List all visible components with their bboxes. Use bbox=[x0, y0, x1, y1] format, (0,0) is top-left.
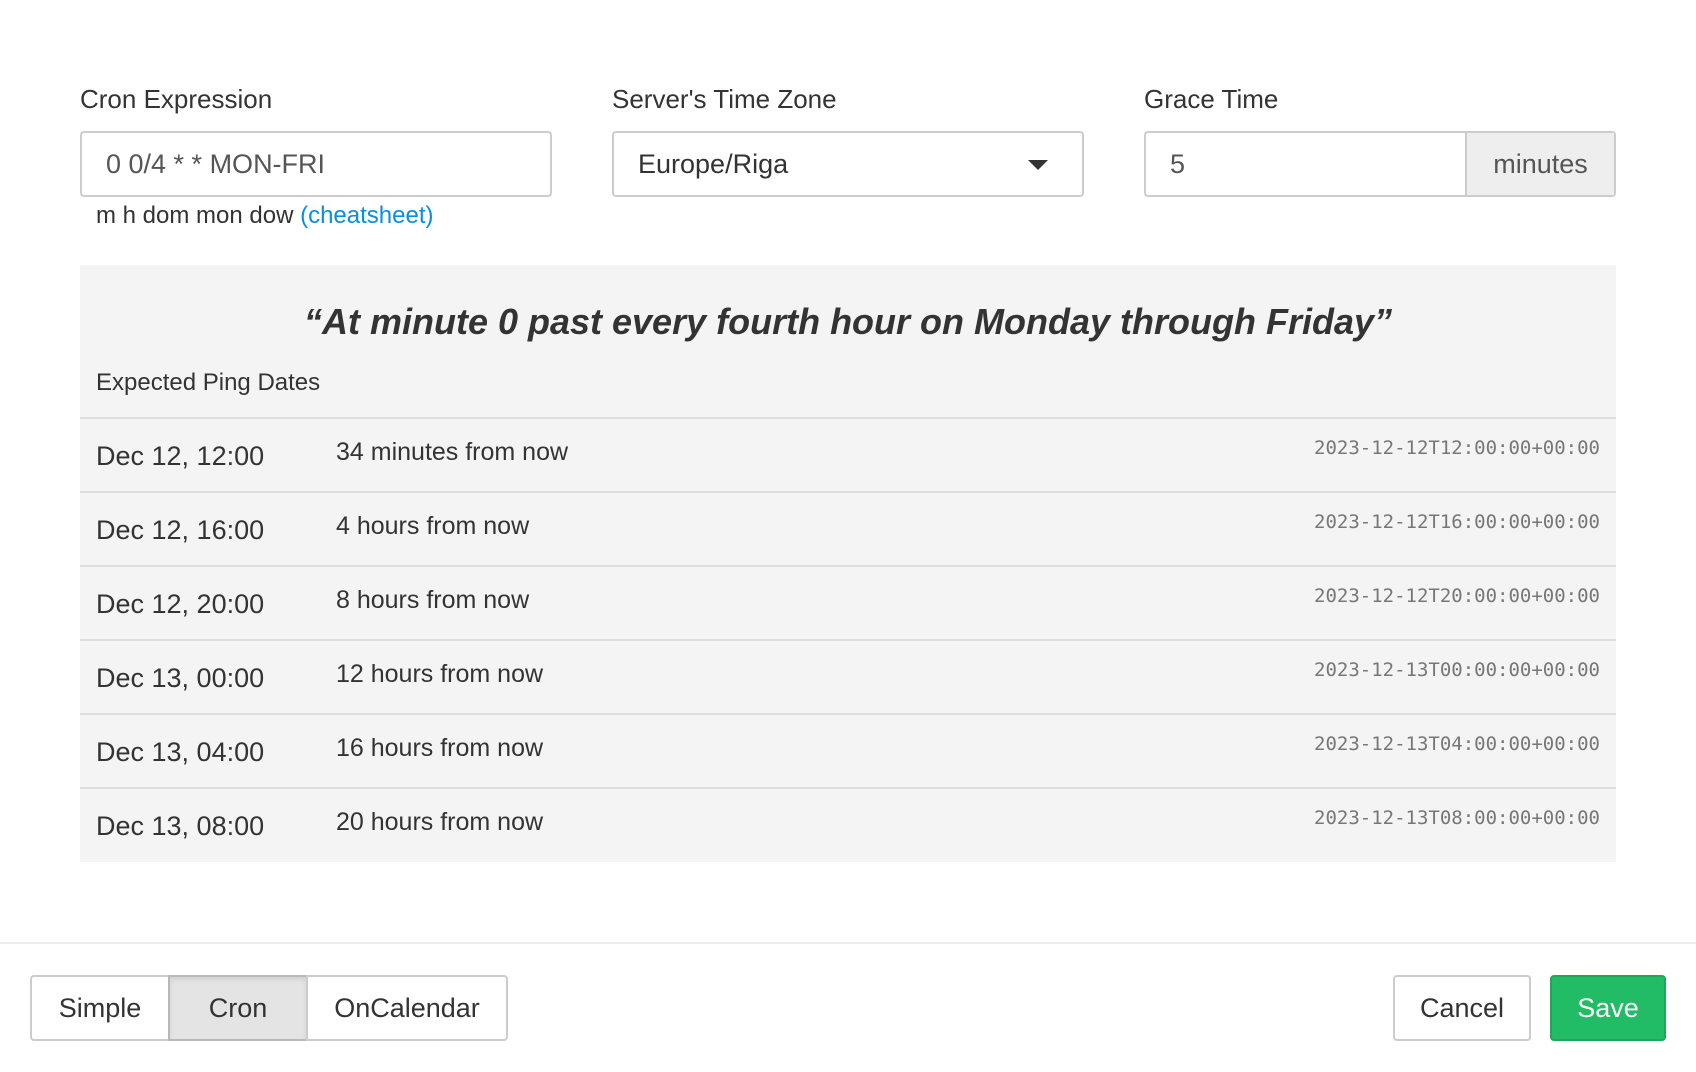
ping-date-row: Dec 12, 12:00 34 minutes from now 2023-12-… bbox=[80, 417, 1616, 491]
cron-expression-input[interactable]: 0 0/4 * * MON-FRI bbox=[80, 131, 552, 197]
cheatsheet-link[interactable]: (cheatsheet) bbox=[300, 202, 434, 229]
grace-time-group: 5 minutes bbox=[1144, 131, 1616, 197]
grace-time-value: 5 bbox=[1170, 148, 1186, 179]
expected-ping-dates-heading: Expected Ping Dates bbox=[96, 369, 321, 396]
time-zone-select[interactable]: Europe/Riga bbox=[612, 131, 1084, 197]
time-zone-value: Europe/Riga bbox=[638, 148, 789, 179]
ping-date: Dec 12, 16:00 bbox=[96, 515, 265, 545]
ping-iso-timestamp: 2023-12-12T20:00:00+00:00 bbox=[1314, 585, 1600, 607]
cancel-button[interactable]: Cancel bbox=[1393, 975, 1531, 1041]
mode-simple-button[interactable]: Simple bbox=[30, 975, 170, 1041]
cron-help-text: m h dom mon dow bbox=[96, 202, 294, 229]
ping-relative-time: 20 hours from now bbox=[336, 808, 544, 836]
schedule-preview: “At minute 0 past every fourth hour on M… bbox=[80, 265, 1616, 862]
cron-description: “At minute 0 past every fourth hour on M… bbox=[303, 301, 1393, 342]
ping-date: Dec 13, 04:00 bbox=[96, 737, 265, 767]
ping-iso-timestamp: 2023-12-12T12:00:00+00:00 bbox=[1314, 437, 1600, 459]
ping-date-row: Dec 12, 16:00 4 hours from now 2023-12-12T… bbox=[80, 491, 1616, 565]
ping-date-row: Dec 12, 20:00 8 hours from now 2023-12-12T… bbox=[80, 565, 1616, 639]
ping-date: Dec 12, 20:00 bbox=[96, 589, 265, 619]
time-zone-label: Server's Time Zone bbox=[612, 84, 837, 114]
cron-expression-value: 0 0/4 * * MON-FRI bbox=[106, 148, 326, 179]
save-button[interactable]: Save bbox=[1550, 975, 1666, 1041]
mode-cron-button[interactable]: Cron bbox=[168, 975, 308, 1041]
ping-date: Dec 13, 00:00 bbox=[96, 663, 265, 693]
ping-iso-timestamp: 2023-12-13T04:00:00+00:00 bbox=[1314, 733, 1600, 755]
mode-oncalendar-button[interactable]: OnCalendar bbox=[306, 975, 508, 1041]
chevron-down-icon bbox=[1028, 160, 1048, 170]
cron-help: m h dom mon dow (cheatsheet) bbox=[96, 202, 434, 230]
ping-date-row: Dec 13, 00:00 12 hours from now 2023-12-13… bbox=[80, 639, 1616, 713]
ping-iso-timestamp: 2023-12-13T08:00:00+00:00 bbox=[1314, 807, 1600, 829]
ping-date: Dec 13, 08:00 bbox=[96, 811, 265, 841]
ping-relative-time: 34 minutes from now bbox=[336, 438, 569, 466]
grace-unit-addon: minutes bbox=[1465, 133, 1614, 195]
ping-date-row: Dec 13, 08:00 20 hours from now 2023-12-13… bbox=[80, 787, 1616, 861]
ping-relative-time: 4 hours from now bbox=[336, 512, 530, 540]
grace-time-input[interactable]: 5 bbox=[1146, 133, 1465, 195]
footer-divider bbox=[0, 942, 1696, 944]
ping-relative-time: 8 hours from now bbox=[336, 586, 530, 614]
grace-time-label: Grace Time bbox=[1144, 84, 1279, 114]
ping-relative-time: 12 hours from now bbox=[336, 660, 544, 688]
ping-iso-timestamp: 2023-12-12T16:00:00+00:00 bbox=[1314, 511, 1600, 533]
ping-date-row: Dec 13, 04:00 16 hours from now 2023-12-13… bbox=[80, 713, 1616, 787]
cron-expression-label: Cron Expression bbox=[80, 84, 273, 114]
ping-date: Dec 12, 12:00 bbox=[96, 441, 265, 471]
ping-relative-time: 16 hours from now bbox=[336, 734, 544, 762]
ping-iso-timestamp: 2023-12-13T00:00:00+00:00 bbox=[1314, 659, 1600, 681]
